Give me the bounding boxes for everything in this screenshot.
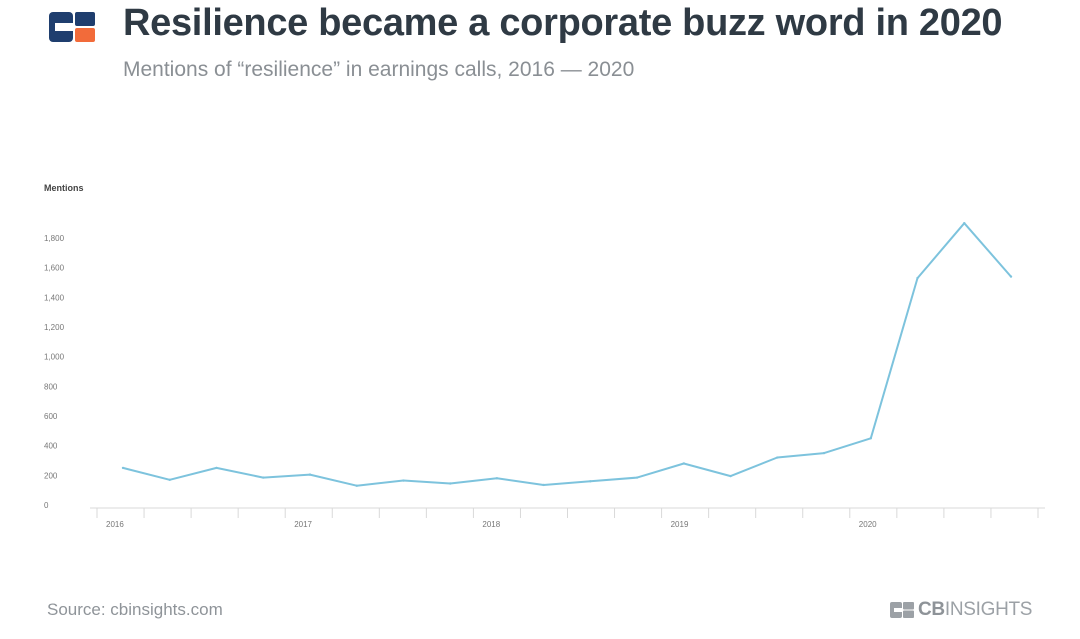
data-point (355, 484, 358, 487)
data-point (822, 451, 826, 455)
data-point (963, 221, 966, 225)
x-tick-label: 2020 (859, 520, 877, 529)
data-point (729, 474, 732, 478)
y-tick-label: 600 (44, 412, 58, 421)
data-point (682, 462, 686, 465)
series-line-mentions (122, 222, 1012, 487)
y-axis-label: Mentions (44, 183, 84, 193)
data-point (635, 476, 639, 479)
data-point (916, 276, 919, 280)
x-tick-label: 2019 (671, 520, 689, 529)
data-point (215, 466, 218, 470)
y-tick-label: 400 (44, 442, 58, 451)
x-tick-label: 2018 (482, 520, 500, 529)
data-point (168, 478, 171, 481)
source-note: Source: cbinsights.com (47, 600, 223, 619)
data-point (448, 482, 452, 485)
data-point (869, 437, 872, 440)
cb-insights-logo-icon (49, 12, 95, 42)
y-tick-label: 1,600 (44, 264, 65, 273)
data-point (1009, 275, 1013, 278)
data-point (542, 483, 545, 487)
data-point (262, 476, 265, 479)
chart-subtitle: Mentions of “resilience” in earnings cal… (123, 58, 635, 81)
x-tick-label: 2016 (106, 520, 124, 529)
data-point (402, 479, 405, 482)
data-point (308, 473, 312, 476)
brand-name-light: INSIGHTS (944, 599, 1033, 620)
data-point (121, 466, 125, 470)
y-tick-label: 0 (44, 501, 49, 510)
y-tick-label: 1,800 (44, 234, 65, 243)
y-tick-label: 1,200 (44, 323, 65, 332)
data-point (776, 456, 779, 459)
y-tick-label: 200 (44, 471, 58, 480)
brand-mark: CBINSIGHTS (890, 598, 1032, 622)
y-tick-label: 800 (44, 382, 58, 391)
x-tick-label: 2017 (294, 520, 312, 529)
y-tick-label: 1,000 (44, 353, 65, 362)
y-tick-label: 1,400 (44, 293, 65, 302)
data-point (495, 477, 499, 480)
chart-title: Resilience became a corporate buzz word … (123, 2, 1003, 44)
brand-name-bold: CB (918, 599, 945, 620)
brand-logo-icon (890, 602, 914, 618)
data-point (589, 480, 592, 483)
